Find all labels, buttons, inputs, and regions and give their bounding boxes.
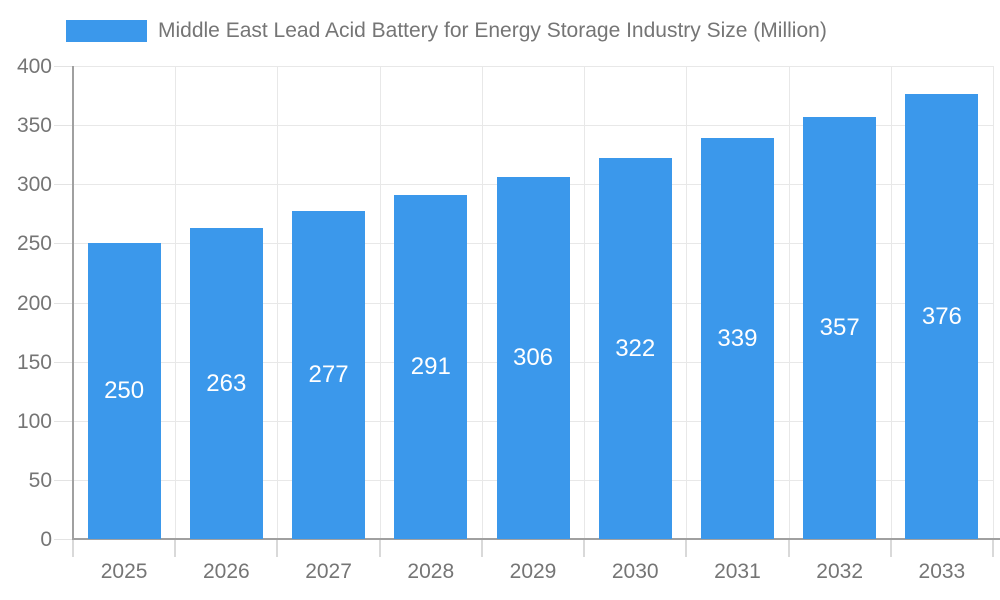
x-axis-label: 2028 [407,560,455,583]
y-axis-label: 400 [16,55,52,78]
x-axis-tick [787,540,790,557]
bar-2029[interactable] [496,177,570,539]
x-axis-line [73,538,1000,540]
bar-value-label: 250 [104,377,145,405]
x-axis-label: 2025 [100,560,148,583]
bar-value-label: 376 [921,302,962,330]
x-axis-tick [72,540,74,557]
y-axis-label: 0 [40,528,52,551]
bar-2026[interactable] [189,228,263,539]
bar-value-label: 357 [819,313,860,341]
gridline-vertical [584,66,586,539]
bar-value-label: 263 [206,369,247,397]
y-axis-tick [54,184,73,186]
x-axis-tick [889,540,892,557]
bar-2031[interactable] [700,138,774,539]
gridline-vertical [481,66,483,539]
gridline-vertical [277,66,279,539]
x-axis-tick [276,540,279,557]
y-axis-tick [54,361,73,363]
bar-2025[interactable] [87,243,161,539]
bar-value-label: 306 [512,344,554,372]
bar-2030[interactable] [598,158,672,539]
bar-2027[interactable] [292,211,366,539]
y-axis-tick [54,302,73,304]
y-axis-label: 50 [28,468,52,492]
x-axis-tick [480,540,483,557]
x-axis-label: 2032 [816,560,864,583]
x-axis-label: 2031 [714,560,761,583]
gridline-horizontal [73,66,993,67]
y-axis-label: 350 [16,114,52,138]
legend-label: Middle East Lead Acid Battery for Energy… [158,19,827,42]
y-axis-line [72,66,74,540]
x-axis-label: 2026 [202,560,250,583]
x-axis-label: 2030 [611,560,659,583]
y-axis-label: 200 [16,291,52,315]
gridline-vertical [788,66,790,539]
x-axis-label: 2029 [509,560,557,583]
y-axis-tick [54,243,73,245]
y-axis-label: 250 [16,232,52,256]
legend-swatch[interactable] [66,20,147,42]
x-axis-tick [378,540,381,557]
bar-value-label: 339 [717,324,758,352]
gridline-vertical [686,66,688,539]
y-axis-tick [54,125,73,127]
legend: Middle East Lead Acid Battery for Energy… [66,19,827,42]
y-axis-label: 150 [16,350,52,374]
y-axis-tick [54,479,73,481]
gridline-vertical [890,66,892,539]
x-axis-label: 2033 [918,560,966,583]
gridline-vertical [993,66,994,539]
bar-2028[interactable] [394,194,468,539]
y-axis-tick [54,539,73,540]
x-axis-label: 2027 [305,560,352,583]
bar-value-label: 291 [410,352,451,380]
x-axis-tick [992,540,994,557]
x-axis-tick [174,540,177,557]
y-axis-label: 300 [16,173,52,197]
x-axis-tick [583,540,586,557]
bar-value-label: 322 [615,334,656,362]
y-axis-tick [54,66,73,67]
gridline-vertical [175,66,177,539]
bar-2032[interactable] [803,116,877,539]
y-axis-label: 100 [16,409,52,433]
bar-2033[interactable] [905,94,979,539]
x-axis-tick [685,540,688,557]
y-axis-tick [54,420,73,422]
gridline-horizontal [73,125,993,127]
bar-value-label: 277 [308,361,349,389]
gridline-vertical [379,66,381,539]
